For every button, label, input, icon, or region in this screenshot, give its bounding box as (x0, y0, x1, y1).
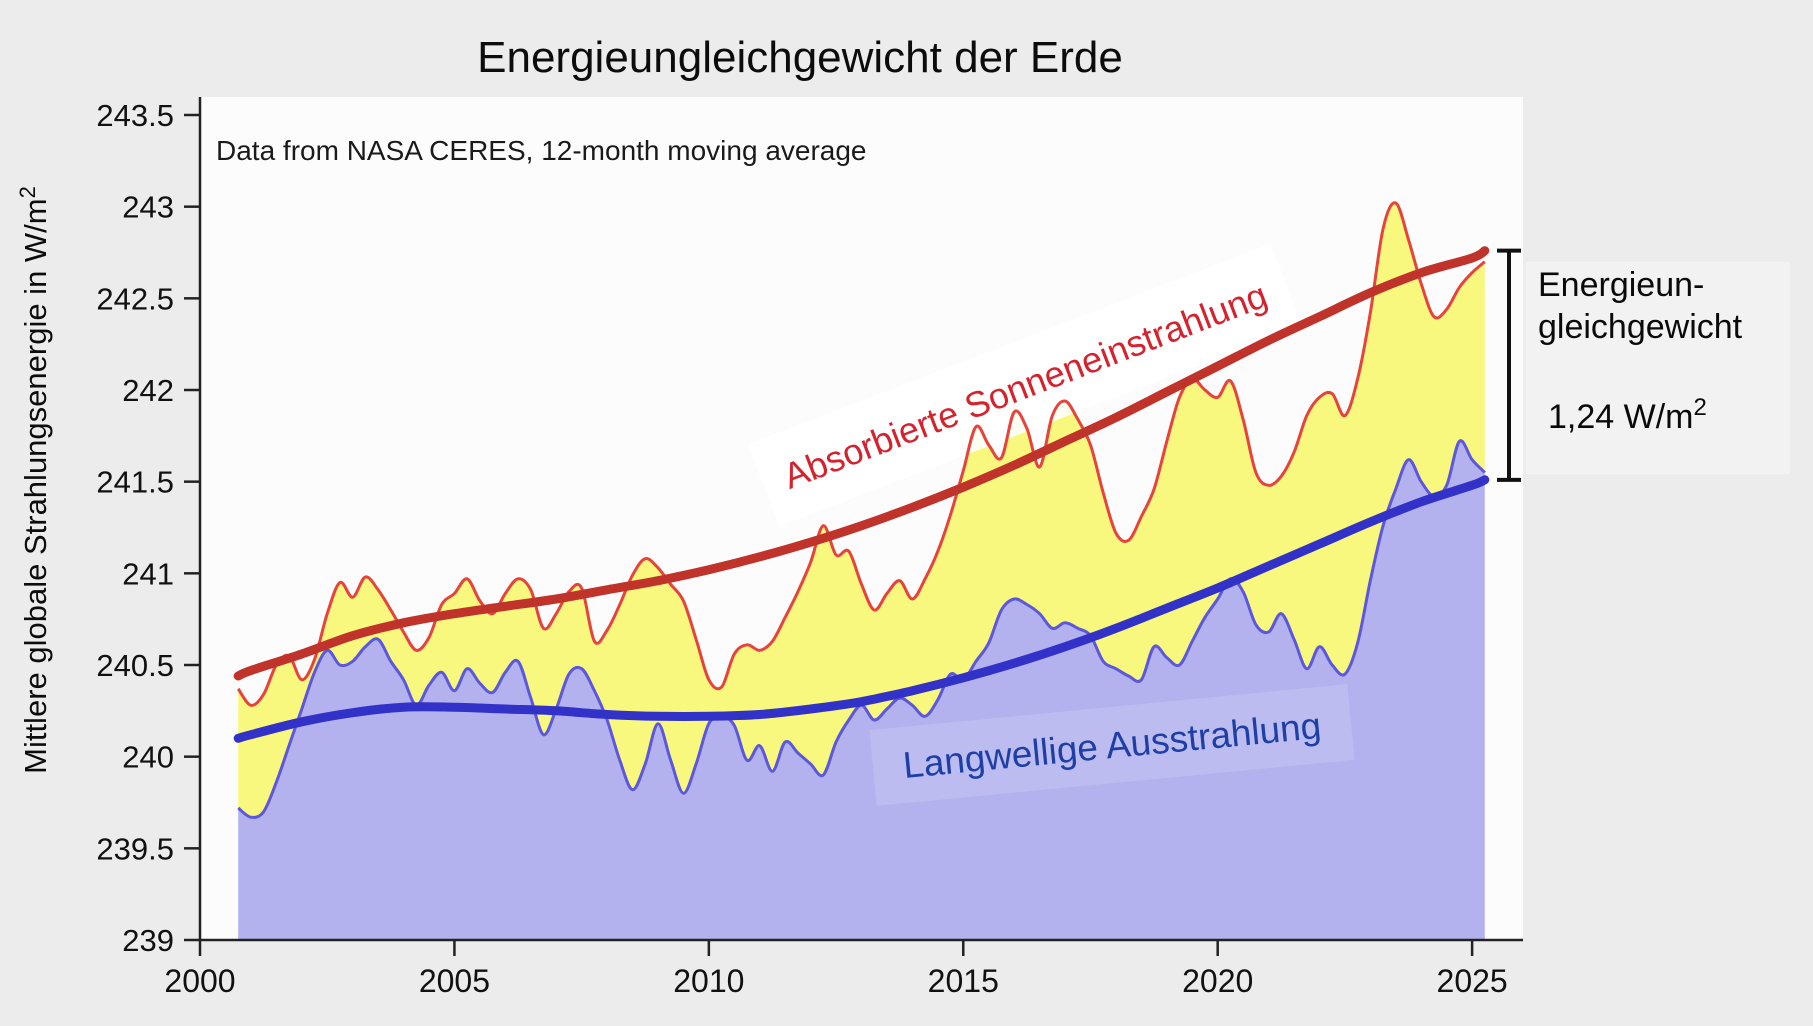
y-axis-ticks: 239 239.5 240 240.5 241 241.5 242 242.5 243 243.5 (96, 98, 200, 958)
annotation-line1: Energieun- (1538, 266, 1704, 304)
x-tick-label: 2000 (164, 963, 235, 999)
asr-trend-line (233, 246, 1490, 681)
y-tick-label: 241 (122, 556, 174, 591)
y-tick-label: 240.5 (96, 648, 174, 683)
x-tick-label: 2005 (419, 963, 490, 999)
x-axis-ticks: 2000 2005 2010 2015 2020 2025 (164, 940, 1508, 999)
x-tick-label: 2010 (673, 963, 744, 999)
annotation-value-main: 1,24 W/m (1548, 398, 1693, 436)
annotation-value-superscript: 2 (1693, 394, 1706, 421)
x-tick-label: 2020 (1182, 963, 1253, 999)
asr-label-backdrop (747, 243, 1303, 527)
annotation-value: 1,24 W/m2 (1548, 394, 1707, 436)
chart-title: Energieungleichgewicht der Erde (477, 33, 1123, 82)
olr-trend-line (233, 475, 1490, 743)
y-tick-label: 241.5 (96, 465, 174, 500)
y-axis-title-main: Mittlere globale Strahlungsenergie in W/… (18, 198, 53, 774)
y-axis-title-superscript: 2 (15, 186, 40, 198)
y-tick-label: 242 (122, 373, 174, 408)
y-tick-label: 242.5 (96, 281, 174, 316)
annotation-backdrop (1526, 262, 1790, 474)
y-tick-label: 243.5 (96, 98, 174, 133)
y-tick-label: 240 (122, 740, 174, 775)
y-tick-label: 239 (122, 923, 174, 958)
asr-line (236, 201, 1486, 707)
x-tick-label: 2025 (1437, 963, 1508, 999)
x-tick-label: 2015 (928, 963, 999, 999)
imbalance-bracket (1497, 248, 1521, 482)
imbalance-band-fill (238, 202, 1485, 818)
y-tick-label: 239.5 (96, 831, 174, 866)
y-tick-label: 243 (122, 190, 174, 225)
y-axis-title: Mittlere globale Strahlungsenergie in W/… (15, 186, 53, 774)
olr-label-backdrop (869, 684, 1355, 806)
axes: 239 239.5 240 240.5 241 241.5 242 242.5 243 243.5… (96, 97, 1523, 999)
chart-subtitle: Data from NASA CERES, 12-month moving av… (216, 135, 867, 166)
olr-area-fill (238, 440, 1485, 940)
annotation-line2: gleichgewicht (1538, 308, 1743, 346)
